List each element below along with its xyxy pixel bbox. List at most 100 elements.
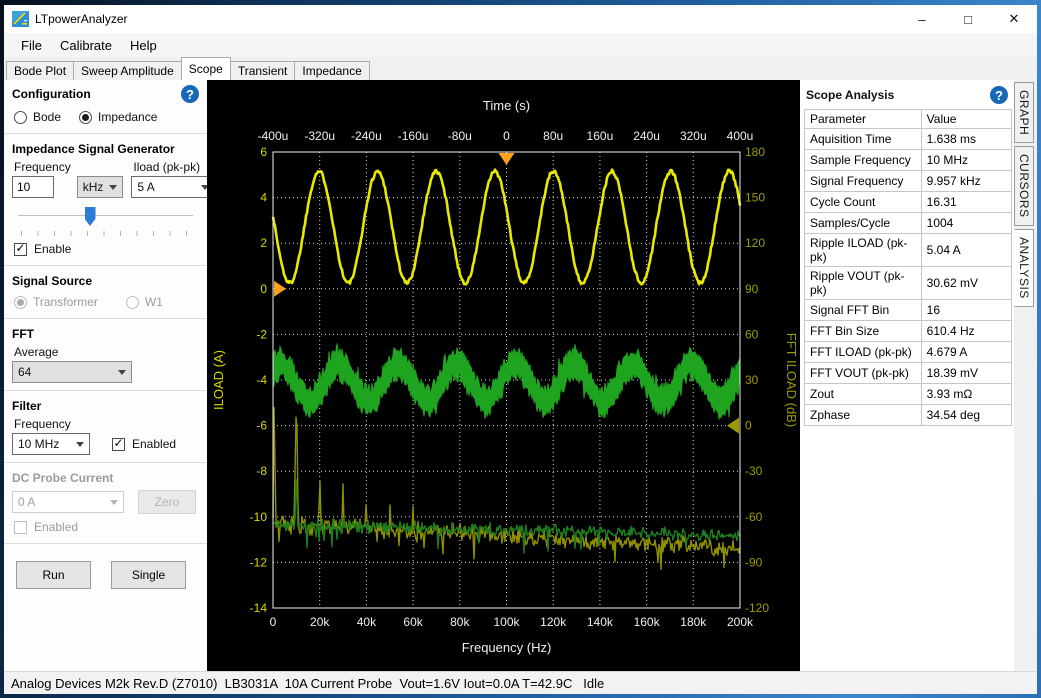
frequency-input[interactable]	[12, 176, 54, 198]
average-select[interactable]: 64	[12, 361, 132, 383]
menu-item-calibrate[interactable]: Calibrate	[59, 37, 112, 53]
signal-source-title: Signal Source	[12, 274, 93, 288]
app-logo-icon	[12, 11, 29, 27]
frequency-slider[interactable]	[18, 204, 193, 236]
tab-transient[interactable]: Transient	[229, 61, 296, 80]
value-cell: 16.31	[920, 191, 1013, 213]
table-row: Samples/Cycle 1004	[804, 212, 1013, 234]
menu-bar: File Calibrate Help	[4, 33, 1037, 57]
radio-impedance-label: Impedance	[98, 110, 158, 124]
freq-tick-label: 20k	[310, 615, 330, 629]
fft-zero-marker[interactable]	[727, 417, 739, 434]
table-row: Signal Frequency 9.957 kHz	[804, 170, 1013, 192]
time-tick-label: -400u	[258, 129, 289, 143]
fft-tick-label: -60	[745, 510, 763, 524]
checkbox-icon	[14, 520, 27, 534]
plot-frame	[272, 151, 741, 609]
radio-impedance[interactable]: Impedance	[79, 110, 157, 124]
window-controls: – □ ✕	[899, 5, 1037, 33]
fft-section: FFT Average 64	[4, 322, 207, 387]
tab-sweep-amplitude[interactable]: Sweep Amplitude	[73, 61, 182, 80]
checkbox-icon[interactable]	[112, 437, 125, 451]
frequency-unit-select[interactable]: kHz	[76, 176, 124, 198]
maximize-button[interactable]: □	[964, 11, 972, 27]
analysis-title: Scope Analysis	[806, 88, 895, 102]
divider	[4, 318, 207, 319]
minimize-button[interactable]: –	[918, 11, 926, 27]
side-tab-analysis[interactable]: ANALYSIS	[1014, 228, 1034, 307]
time-tick-label: 0	[503, 129, 510, 143]
iload-tick-label: -14	[250, 601, 268, 615]
menu-item-help[interactable]: Help	[129, 37, 157, 53]
tab-strip: Bode Plot Sweep Amplitude Scope Transient Im…	[4, 57, 1037, 80]
scope-plot[interactable]: -400u -320u -240u -160u -80u 0 80u 160u 240u 320u…	[207, 80, 800, 672]
signal-generator-section: Impedance Signal Generator Frequency kHz…	[4, 137, 207, 262]
table-row: Signal FFT Bin 16	[804, 299, 1013, 321]
average-label: Average	[14, 345, 59, 359]
value-cell: 4.679 A	[920, 341, 1013, 363]
freq-tick-label: 40k	[357, 615, 377, 629]
freq-tick-label: 160k	[634, 615, 661, 629]
radio-circle-icon[interactable]	[14, 110, 27, 124]
value-cell: 5.04 A	[920, 233, 1013, 267]
help-icon[interactable]: ?	[990, 86, 1008, 104]
time-tick-label: 160u	[587, 129, 614, 143]
scope-plot-svg: -400u -320u -240u -160u -80u 0 80u 160u 240u 320u…	[207, 80, 800, 672]
single-button[interactable]: Single	[111, 561, 186, 589]
value-cell: 18.39 mV	[920, 362, 1013, 384]
checkbox-icon[interactable]	[14, 242, 27, 256]
filter-frequency-select[interactable]: 10 MHz	[12, 433, 90, 455]
filter-enabled-checkbox[interactable]: Enabled	[112, 437, 176, 451]
divider	[4, 462, 207, 463]
tab-bode-plot[interactable]: Bode Plot	[6, 61, 75, 80]
menu-item-file[interactable]: File	[21, 37, 42, 53]
tab-impedance[interactable]: Impedance	[294, 61, 370, 80]
divider	[4, 265, 207, 266]
iload-tick-label: 6	[260, 145, 267, 159]
param-cell: Ripple VOUT (pk-pk)	[804, 266, 922, 300]
analysis-table: Parameter Value Aquisition Time 1.638 ms Sam…	[804, 109, 1013, 426]
enable-checkbox[interactable]: Enable	[14, 242, 199, 256]
trigger-time-marker[interactable]	[498, 153, 515, 165]
dc-probe-select: 0 A	[12, 491, 124, 513]
zero-button: Zero	[138, 490, 196, 514]
time-tick-label: 240u	[633, 129, 660, 143]
fft-tick-label: 90	[745, 282, 759, 296]
column-header-value: Value	[920, 109, 1013, 129]
tab-scope[interactable]: Scope	[180, 57, 231, 80]
param-cell: FFT Bin Size	[804, 320, 922, 342]
freq-tick-label: 120k	[540, 615, 567, 629]
table-row: FFT VOUT (pk-pk) 18.39 mV	[804, 362, 1013, 384]
main-area: Configuration ? Bode Impedance Impedanc	[4, 80, 1037, 672]
close-button[interactable]: ✕	[1008, 11, 1020, 26]
param-cell: Sample Frequency	[804, 149, 922, 171]
slider-thumb[interactable]	[84, 207, 96, 226]
table-row: Aquisition Time 1.638 ms	[804, 128, 1013, 150]
iload-axis-title: ILOAD (A)	[211, 350, 226, 410]
configuration-section: Configuration ? Bode Impedance	[4, 80, 207, 130]
table-row: Ripple VOUT (pk-pk) 30.62 mV	[804, 266, 1013, 300]
run-button[interactable]: Run	[16, 561, 91, 589]
help-icon[interactable]: ?	[181, 85, 199, 103]
side-tab-graph[interactable]: GRAPH	[1014, 82, 1034, 144]
signal-source-section: Signal Source Transformer W1	[4, 269, 207, 315]
fft-tick-label: -120	[745, 601, 769, 615]
titlebar: LTpowerAnalyzer – □ ✕	[4, 5, 1037, 33]
fft-tick-label: 30	[745, 373, 759, 387]
chevron-down-icon	[118, 369, 126, 375]
status-text: Analog Devices M2k Rev.D (Z7010) LB3031A…	[11, 675, 605, 691]
iload-tick-label: 0	[260, 282, 267, 296]
divider	[4, 543, 207, 544]
trigger-level-marker[interactable]	[274, 280, 286, 297]
table-row: Cycle Count 16.31	[804, 191, 1013, 213]
iload-select[interactable]: 5 A	[131, 176, 207, 198]
fft-tick-label: 60	[745, 327, 759, 341]
iload-tick-label: -6	[256, 419, 267, 433]
side-tab-cursors[interactable]: CURSORS	[1014, 146, 1034, 226]
value-cell: 1004	[920, 212, 1013, 234]
fft-tick-label: 120	[745, 236, 765, 250]
time-tick-label: -80u	[448, 129, 472, 143]
radio-circle-icon[interactable]	[79, 110, 93, 124]
radio-bode[interactable]: Bode	[14, 110, 61, 124]
